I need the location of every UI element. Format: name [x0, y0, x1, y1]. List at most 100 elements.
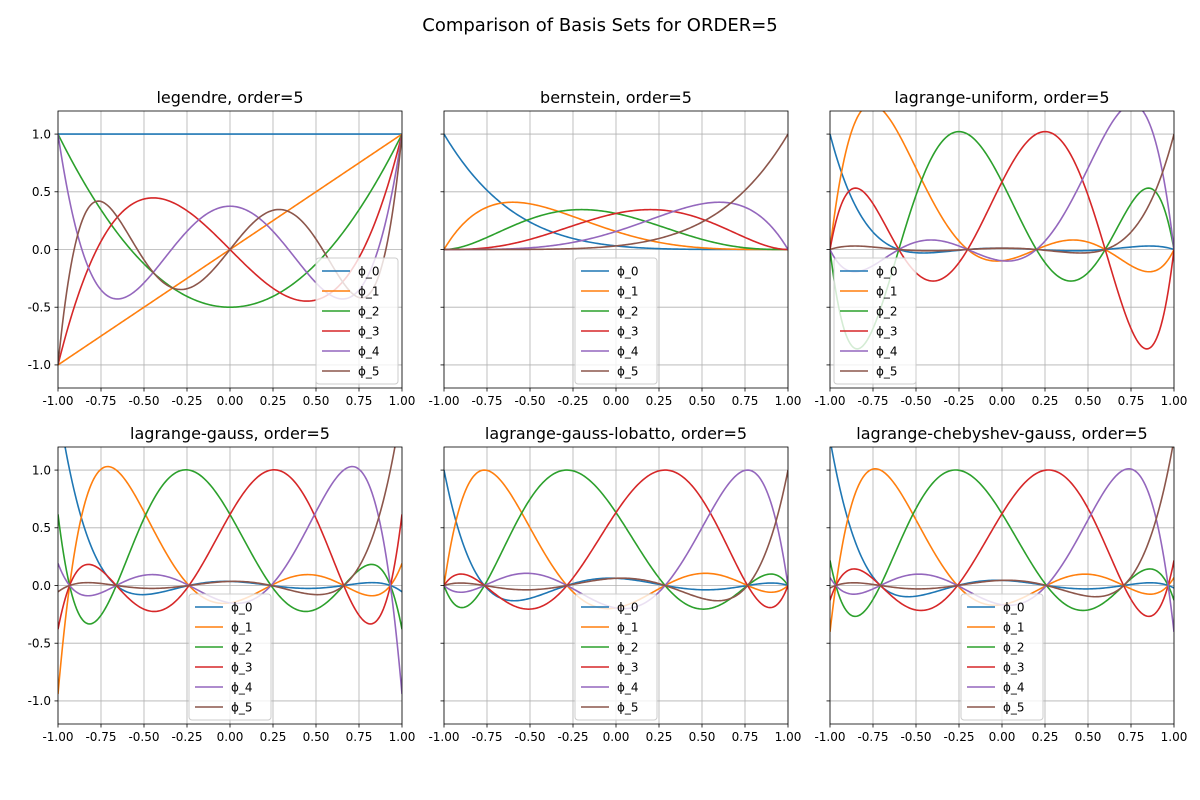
subplot-title: lagrange-chebyshev-gauss, order=5 — [856, 424, 1147, 443]
series-line-phi-2 — [58, 133, 402, 309]
axes-frame — [57, 110, 403, 389]
series-line-phi-3 — [830, 130, 1174, 350]
subplot-3: -1.00 -0.75 -0.50 -0.25 0.00 0.25 0.50 0.75 1.00… — [814, 88, 1187, 408]
legend-label-phi-3: ϕ_3 — [617, 324, 639, 338]
subplot-2: -1.00 -0.75 -0.50 -0.25 0.00 0.25 0.50 0.75 1.00… — [428, 88, 801, 408]
series-line-phi-3 — [444, 469, 788, 610]
x-tick-label: -1.00 — [814, 394, 845, 408]
series-line-phi-3 — [58, 469, 402, 630]
x-tick-label: -0.50 — [900, 394, 931, 408]
legend-label-phi-1: ϕ_1 — [231, 620, 253, 634]
x-tick-label: -1.00 — [42, 730, 73, 744]
axes-frame — [829, 446, 1175, 725]
y-tick-label: -1.0 — [28, 358, 51, 372]
series-group — [444, 469, 788, 610]
x-tick-label: -0.25 — [943, 730, 974, 744]
x-tick-label: -1.00 — [428, 730, 459, 744]
subplot-title: lagrange-gauss, order=5 — [130, 424, 330, 443]
x-tick-label: 0.25 — [646, 730, 673, 744]
x-tick-label: -0.25 — [171, 394, 202, 408]
x-tick-label: 0.75 — [1118, 730, 1145, 744]
legend-label-phi-1: ϕ_1 — [876, 284, 898, 298]
x-tick-label: 1.00 — [1161, 394, 1188, 408]
subplot-title: bernstein, order=5 — [540, 88, 692, 107]
y-tick-label: -0.5 — [28, 637, 51, 651]
legend-label-phi-5: ϕ_5 — [358, 364, 380, 378]
axes-frame — [443, 446, 789, 725]
x-tick-label: 0.50 — [1075, 730, 1102, 744]
legend-label-phi-1: ϕ_1 — [1003, 620, 1025, 634]
legend-label-phi-3: ϕ_3 — [231, 660, 253, 674]
legend-box — [188, 593, 272, 721]
x-tick-label: 0.50 — [689, 394, 716, 408]
legend-label-phi-2: ϕ_2 — [1003, 640, 1025, 654]
x-tick-label: 1.00 — [775, 730, 802, 744]
y-tick-label: -0.5 — [28, 301, 51, 315]
x-tick-label: -0.75 — [471, 394, 502, 408]
x-tick-label: 0.00 — [217, 394, 244, 408]
legend-label-phi-0: ϕ_0 — [358, 264, 380, 278]
subplot-title: lagrange-gauss-lobatto, order=5 — [485, 424, 747, 443]
x-tick-label: 0.75 — [346, 394, 373, 408]
axes-frame — [443, 110, 789, 389]
x-tick-label: -1.00 — [428, 394, 459, 408]
x-tick-label: 0.75 — [1118, 394, 1145, 408]
legend: ϕ_0 ϕ_1 ϕ_2 ϕ_3 ϕ_4 ϕ_5 — [574, 593, 658, 721]
x-tick-label: 0.25 — [1032, 730, 1059, 744]
x-tick-label: 0.75 — [346, 730, 373, 744]
legend-label-phi-2: ϕ_2 — [876, 304, 898, 318]
legend-label-phi-2: ϕ_2 — [617, 304, 639, 318]
x-tick-label: 0.75 — [732, 730, 759, 744]
legend-label-phi-3: ϕ_3 — [358, 324, 380, 338]
legend-box — [574, 257, 658, 385]
subplot-4: -1.00 -0.75 -0.50 -0.25 0.00 0.25 0.50 0.75 1.00… — [28, 424, 416, 744]
x-tick-label: -0.50 — [128, 730, 159, 744]
legend-label-phi-0: ϕ_0 — [876, 264, 898, 278]
x-tick-label: -0.25 — [557, 394, 588, 408]
x-tick-label: 0.50 — [1075, 394, 1102, 408]
x-tick-label: 0.25 — [260, 730, 287, 744]
x-tick-label: 0.00 — [603, 730, 630, 744]
legend-label-phi-4: ϕ_4 — [358, 344, 380, 358]
legend-label-phi-4: ϕ_4 — [1003, 680, 1025, 694]
legend-label-phi-4: ϕ_4 — [231, 680, 253, 694]
x-tick-label: 1.00 — [775, 394, 802, 408]
legend: ϕ_0 ϕ_1 ϕ_2 ϕ_3 ϕ_4 ϕ_5 — [960, 593, 1044, 721]
legend-box — [574, 593, 658, 721]
x-tick-label: 0.50 — [303, 730, 330, 744]
legend-label-phi-2: ϕ_2 — [358, 304, 380, 318]
legend-label-phi-0: ϕ_0 — [231, 600, 253, 614]
legend-label-phi-2: ϕ_2 — [617, 640, 639, 654]
x-tick-label: 1.00 — [389, 394, 416, 408]
x-tick-label: 0.00 — [989, 730, 1016, 744]
x-tick-label: 0.25 — [260, 394, 287, 408]
series-line-phi-5 — [830, 133, 1174, 254]
legend-box — [833, 257, 917, 385]
x-tick-label: 0.75 — [732, 394, 759, 408]
y-tick-label: 0.5 — [32, 521, 51, 535]
x-tick-label: 1.00 — [1161, 730, 1188, 744]
legend-label-phi-5: ϕ_5 — [617, 700, 639, 714]
legend-label-phi-3: ϕ_3 — [617, 660, 639, 674]
subplot-title: lagrange-uniform, order=5 — [894, 88, 1109, 107]
x-tick-label: -1.00 — [42, 394, 73, 408]
series-line-phi-3 — [830, 469, 1174, 618]
y-tick-label: 1.0 — [32, 463, 51, 477]
series-line-phi-5 — [444, 469, 788, 602]
axes-frame — [829, 110, 1175, 389]
legend-label-phi-4: ϕ_4 — [617, 680, 639, 694]
subplot-5: -1.00 -0.75 -0.50 -0.25 0.00 0.25 0.50 0.75 1.00… — [428, 424, 801, 744]
x-tick-label: -0.25 — [171, 730, 202, 744]
legend-box — [960, 593, 1044, 721]
x-tick-label: -0.75 — [85, 394, 116, 408]
x-tick-label: -0.75 — [857, 730, 888, 744]
x-tick-label: 0.00 — [603, 394, 630, 408]
x-tick-label: -0.50 — [128, 394, 159, 408]
legend-label-phi-0: ϕ_0 — [617, 264, 639, 278]
legend-label-phi-1: ϕ_1 — [617, 284, 639, 298]
x-tick-label: -0.50 — [900, 730, 931, 744]
legend-label-phi-3: ϕ_3 — [876, 324, 898, 338]
x-tick-label: 0.25 — [1032, 394, 1059, 408]
